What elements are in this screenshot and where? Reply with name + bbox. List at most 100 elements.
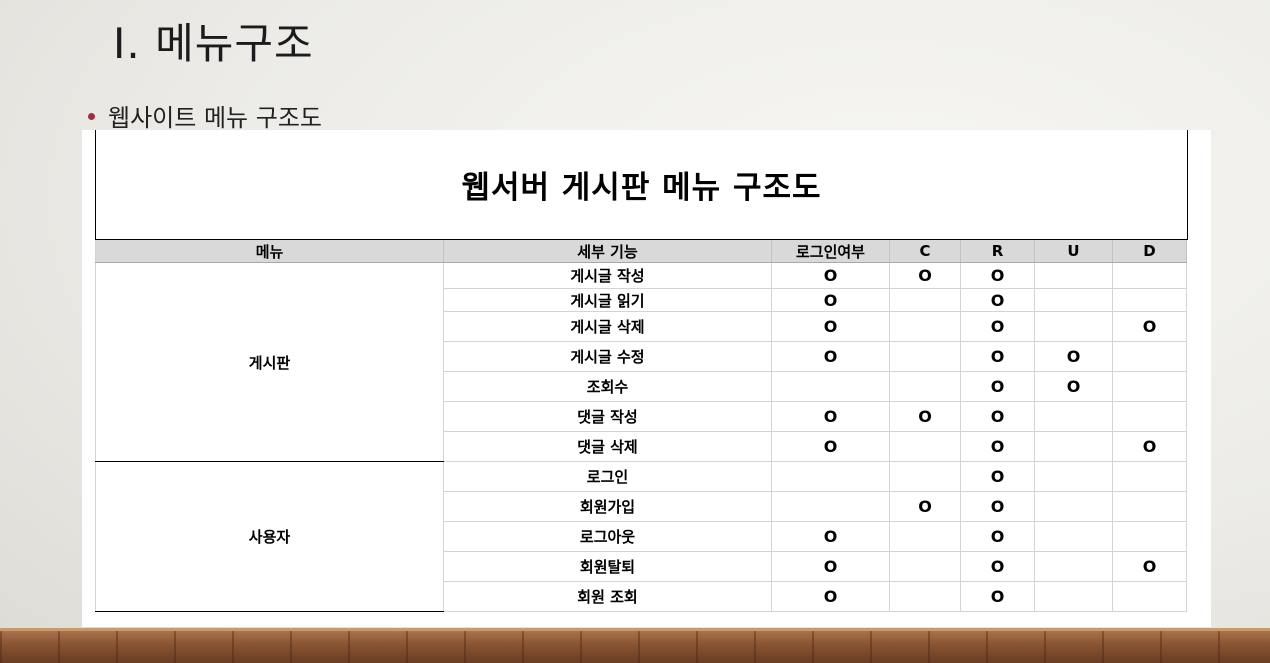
d-cell: O (1112, 311, 1187, 342)
column-header: R (960, 240, 1035, 263)
c-cell (889, 341, 961, 372)
table-title-box: 웹서버 게시판 메뉴 구조도 (95, 130, 1188, 240)
column-header: 세부 기능 (443, 240, 772, 263)
bullet-item: 웹사이트 메뉴 구조도 (88, 100, 322, 132)
column-header: U (1034, 240, 1113, 263)
login-cell: O (771, 431, 890, 462)
c-cell: O (889, 491, 961, 522)
login-cell (771, 371, 890, 402)
table-row: 사용자 로그인 O (95, 461, 1187, 612)
bullet-dot-icon (88, 112, 95, 120)
column-header: C (889, 240, 961, 263)
login-cell: O (771, 521, 890, 552)
u-cell (1034, 401, 1113, 432)
r-cell: O (960, 581, 1035, 612)
column-header: 로그인여부 (771, 240, 890, 263)
wood-floor-decoration (0, 628, 1270, 663)
d-cell (1112, 371, 1187, 402)
login-cell: O (771, 262, 890, 289)
u-cell (1034, 311, 1113, 342)
table-header-row: 메뉴 세부 기능 로그인여부 C R U D (95, 240, 1187, 263)
login-cell: O (771, 288, 890, 312)
c-cell (889, 551, 961, 582)
feature-cell: 조회수 (443, 371, 772, 402)
table-row: 댓글 작성 O O O (96, 401, 1187, 432)
u-cell: O (1034, 341, 1113, 372)
r-cell: O (960, 521, 1035, 552)
table-row: 댓글 삭제 O O O (96, 431, 1187, 462)
feature-cell: 로그인 (443, 461, 772, 492)
feature-cell: 게시글 수정 (443, 341, 772, 372)
d-cell (1112, 341, 1187, 372)
feature-cell: 댓글 작성 (443, 401, 772, 432)
login-cell: O (771, 401, 890, 432)
feature-cell: 게시글 삭제 (443, 311, 772, 342)
feature-cell: 회원가입 (443, 491, 772, 522)
u-cell (1034, 551, 1113, 582)
c-cell (889, 431, 961, 462)
d-cell (1112, 521, 1187, 552)
feature-cell: 회원 조회 (443, 581, 772, 612)
login-cell (771, 491, 890, 522)
c-cell (889, 288, 961, 312)
r-cell: O (960, 341, 1035, 372)
login-cell: O (771, 551, 890, 582)
feature-cell: 게시글 작성 (443, 262, 772, 289)
login-cell: O (771, 341, 890, 372)
u-cell (1034, 262, 1113, 289)
d-cell: O (1112, 551, 1187, 582)
feature-cell: 댓글 삭제 (443, 431, 772, 462)
c-cell: O (889, 401, 961, 432)
menu-cell: 사용자 (95, 461, 444, 612)
login-cell: O (771, 311, 890, 342)
table-row: 회원 조회 O O (96, 581, 1187, 612)
d-cell (1112, 288, 1187, 312)
spreadsheet-image: 웹서버 게시판 메뉴 구조도 메뉴 세부 기능 로그인여부 C R U D 게시판 게시글 작성… (82, 130, 1211, 627)
u-cell (1034, 581, 1113, 612)
table-row: 회원가입 O O (96, 491, 1187, 522)
column-header: D (1112, 240, 1187, 263)
c-cell (889, 311, 961, 342)
u-cell (1034, 521, 1113, 552)
slide-title: I. 메뉴구조 (113, 19, 314, 68)
table-row: 게시글 삭제 O O O (96, 311, 1187, 342)
table-row: 로그아웃 O O (96, 521, 1187, 552)
bullet-text: 웹사이트 메뉴 구조도 (108, 103, 322, 132)
r-cell: O (960, 288, 1035, 312)
u-cell (1034, 461, 1113, 492)
table-row: 게시판 게시글 작성 O O O (95, 262, 1187, 462)
menu-cell: 게시판 (95, 262, 444, 462)
login-cell: O (771, 581, 890, 612)
c-cell (889, 371, 961, 402)
d-cell (1112, 262, 1187, 289)
r-cell: O (960, 431, 1035, 462)
u-cell (1034, 431, 1113, 462)
table-row: 조회수 O O (96, 371, 1187, 402)
d-cell (1112, 401, 1187, 432)
feature-cell: 게시글 읽기 (443, 288, 772, 312)
u-cell: O (1034, 371, 1113, 402)
r-cell: O (960, 311, 1035, 342)
d-cell: O (1112, 431, 1187, 462)
r-cell: O (960, 461, 1035, 492)
r-cell: O (960, 371, 1035, 402)
r-cell: O (960, 262, 1035, 289)
menu-structure-table: 메뉴 세부 기능 로그인여부 C R U D 게시판 게시글 작성 O O O 게시글 읽기 O O 게시글 … (95, 240, 1187, 612)
d-cell (1112, 581, 1187, 612)
c-cell (889, 461, 961, 492)
r-cell: O (960, 401, 1035, 432)
feature-cell: 회원탈퇴 (443, 551, 772, 582)
d-cell (1112, 461, 1187, 492)
table-row: 게시글 읽기 O O (96, 288, 1187, 312)
d-cell (1112, 491, 1187, 522)
table-title: 웹서버 게시판 메뉴 구조도 (461, 170, 822, 206)
table-row: 게시글 수정 O O O (96, 341, 1187, 372)
r-cell: O (960, 551, 1035, 582)
table-row: 회원탈퇴 O O O (96, 551, 1187, 582)
u-cell (1034, 491, 1113, 522)
u-cell (1034, 288, 1113, 312)
c-cell (889, 581, 961, 612)
c-cell: O (889, 262, 961, 289)
login-cell (771, 461, 890, 492)
feature-cell: 로그아웃 (443, 521, 772, 552)
